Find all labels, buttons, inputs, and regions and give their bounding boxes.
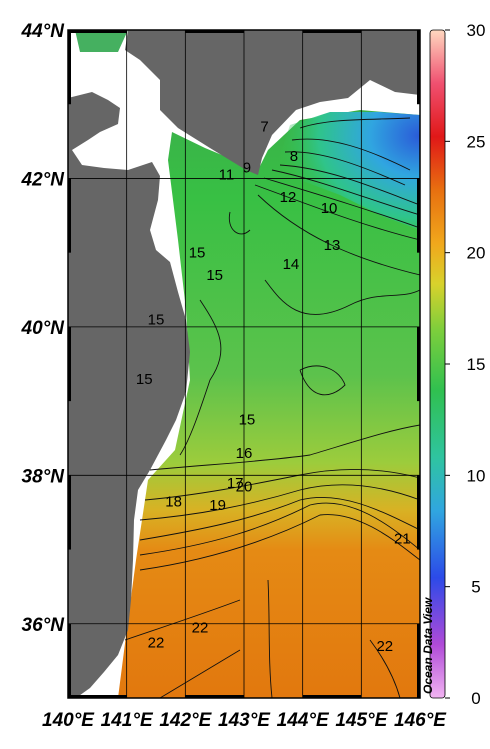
contour-22d bbox=[159, 649, 241, 698]
frame-tick-bottom bbox=[185, 695, 244, 698]
contour-16 bbox=[149, 424, 420, 471]
colorbar-tick-label: 20 bbox=[467, 244, 486, 263]
contour-label: 13 bbox=[324, 237, 341, 254]
contour-label: 15 bbox=[189, 245, 206, 262]
frame-tick-left bbox=[68, 326, 71, 402]
contour-8 bbox=[291, 138, 411, 171]
frame-tick-right bbox=[417, 623, 420, 698]
land-honshu bbox=[68, 92, 190, 698]
colorbar-tick-label: 25 bbox=[467, 132, 486, 151]
frame-tick-bottom bbox=[68, 695, 127, 698]
frame-tick-left bbox=[68, 623, 71, 698]
lat-tick-label: 42°N bbox=[21, 169, 66, 190]
contour-10 bbox=[279, 164, 420, 206]
lon-tick-label: 142°E bbox=[159, 710, 212, 731]
contour-label: 21 bbox=[394, 530, 411, 547]
contour-21 bbox=[139, 514, 420, 571]
contour-lines bbox=[124, 117, 420, 698]
contour-22b bbox=[267, 579, 273, 698]
frame-tick-top bbox=[68, 30, 127, 33]
ocean-data-view-credit: Ocean Data View bbox=[421, 597, 435, 694]
contour-label: 18 bbox=[165, 493, 182, 510]
lon-tick-label: 146°E bbox=[394, 710, 447, 731]
contour-19 bbox=[139, 496, 420, 541]
contour-7 bbox=[299, 117, 411, 129]
lat-tick-label: 44°N bbox=[21, 21, 66, 42]
contour-22c bbox=[369, 639, 401, 698]
colorbar: 0 5 10 15 20 25 30 bbox=[429, 21, 485, 708]
contour-label: 8 bbox=[290, 148, 298, 165]
contour-22a bbox=[124, 599, 241, 641]
contour-label: 10 bbox=[321, 200, 338, 217]
latitude-axis: 36°N 38°N 40°N 42°N 44°N bbox=[21, 21, 66, 636]
lat-tick-label: 40°N bbox=[21, 318, 66, 339]
contour-label: 16 bbox=[236, 445, 253, 462]
contour-label: 22 bbox=[192, 619, 209, 636]
lon-tick-label: 144°E bbox=[277, 710, 330, 731]
contour-14 bbox=[257, 194, 420, 276]
contour-label: 15 bbox=[148, 311, 165, 328]
frame-ticks bbox=[68, 30, 420, 698]
contour-11 bbox=[271, 169, 420, 216]
contour-label: 15 bbox=[136, 371, 153, 388]
frame-tick-top bbox=[185, 30, 244, 33]
contour-15a bbox=[228, 211, 251, 235]
frame-tick-top bbox=[302, 30, 362, 33]
lon-tick-label: 143°E bbox=[218, 710, 271, 731]
contour-18 bbox=[139, 484, 420, 521]
contour-label: 15 bbox=[239, 412, 256, 429]
contour-label: 20 bbox=[236, 478, 253, 495]
lon-tick-label: 145°E bbox=[335, 710, 388, 731]
contour-15b bbox=[264, 279, 420, 315]
contour-label: 15 bbox=[206, 267, 223, 284]
frame-tick-right bbox=[417, 30, 420, 105]
lon-tick-label: 140°E bbox=[42, 710, 95, 731]
contour-label: 7 bbox=[260, 118, 268, 135]
sea-patch-northwest bbox=[75, 30, 128, 52]
contour-label: 17 bbox=[227, 475, 244, 492]
contour-12 bbox=[263, 177, 420, 229]
contour-20 bbox=[139, 502, 420, 556]
colorbar-ticks: 0 5 10 15 20 25 30 bbox=[445, 21, 485, 708]
colorbar-tick-label: 5 bbox=[471, 578, 480, 597]
contour-15c bbox=[179, 299, 222, 456]
frame-tick-left bbox=[68, 475, 71, 550]
contour-label: 19 bbox=[209, 497, 226, 514]
longitude-axis: 140°E 141°E 142°E 143°E 144°E 145°E 146°E bbox=[42, 710, 447, 731]
sea-surface-temperature-field bbox=[118, 110, 420, 698]
contour-label: 22 bbox=[376, 638, 393, 655]
contour-label: 22 bbox=[148, 634, 165, 651]
lat-tick-label: 38°N bbox=[22, 466, 66, 487]
frame-tick-right bbox=[417, 178, 420, 253]
frame-tick-bottom bbox=[302, 695, 362, 698]
contour-label: 9 bbox=[243, 159, 251, 176]
frame-tick-right bbox=[417, 475, 420, 550]
frame-tick-right bbox=[417, 326, 420, 402]
contour-label: 12 bbox=[280, 189, 297, 206]
cold-water-region bbox=[275, 112, 420, 230]
frame-tick-left bbox=[68, 178, 71, 253]
contour-13 bbox=[254, 184, 420, 241]
contour-label: 11 bbox=[219, 167, 235, 184]
colorbar-tick-label: 0 bbox=[471, 689, 480, 708]
lon-tick-label: 141°E bbox=[101, 710, 154, 731]
colorbar-tick-label: 10 bbox=[467, 466, 486, 485]
colorbar-tick-label: 30 bbox=[467, 21, 486, 40]
graticule bbox=[68, 30, 420, 698]
lat-tick-label: 36°N bbox=[22, 615, 66, 636]
frame-tick-left bbox=[68, 30, 71, 105]
contour-label: 14 bbox=[283, 256, 300, 273]
contour-15d bbox=[299, 365, 346, 396]
land-hokkaido bbox=[125, 30, 420, 175]
colorbar-tick-label: 15 bbox=[467, 355, 486, 374]
